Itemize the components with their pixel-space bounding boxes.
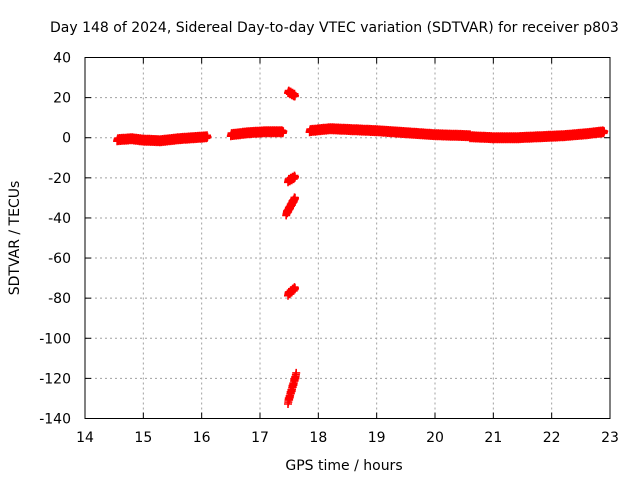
chart-title: Day 148 of 2024, Sidereal Day-to-day VTE… (50, 20, 619, 36)
data-segment-1 (113, 131, 212, 147)
tick-layer: 14 15 16 17 18 19 20 21 22 23 40 20 0 -20 -40 -60 -80 -10… (39, 51, 619, 447)
y-tick-label: -60 (48, 251, 71, 267)
data-segment-9 (284, 368, 301, 408)
x-tick-label: 15 (134, 430, 152, 446)
data-segment-4 (466, 126, 609, 144)
y-tick-label: -100 (39, 331, 71, 347)
data-segment-6 (284, 171, 299, 187)
y-tick-label: -20 (48, 171, 71, 187)
y-tick-label: 0 (62, 131, 71, 147)
y-tick-label: -40 (48, 211, 71, 227)
x-tick-label: 19 (368, 430, 386, 446)
y-tick-label: 20 (53, 91, 71, 107)
x-tick-label: 22 (543, 430, 561, 446)
data-segment-8 (284, 283, 299, 300)
x-tick-label: 16 (193, 430, 211, 446)
x-tick-label: 18 (309, 430, 327, 446)
x-tick-label: 14 (76, 430, 94, 446)
y-tick-label: -80 (48, 291, 71, 307)
data-segment-2 (226, 126, 288, 141)
x-tick-label: 20 (426, 430, 444, 446)
data-segment-7 (282, 193, 299, 220)
x-tick-label: 21 (484, 430, 502, 446)
plot-frame (84, 57, 611, 419)
data-layer (113, 86, 609, 408)
x-axis-title: GPS time / hours (285, 458, 402, 474)
y-tick-label: -140 (39, 412, 71, 428)
x-tick-label: 23 (601, 430, 619, 446)
data-segment-5 (284, 86, 299, 101)
x-tick-label: 17 (251, 430, 269, 446)
y-axis-title: SDTVAR / TECUs (7, 181, 23, 296)
y-tick-label: -120 (39, 371, 71, 387)
grid-layer (85, 57, 610, 419)
data-segment-3 (305, 123, 474, 142)
y-tick-label: 40 (53, 51, 71, 67)
